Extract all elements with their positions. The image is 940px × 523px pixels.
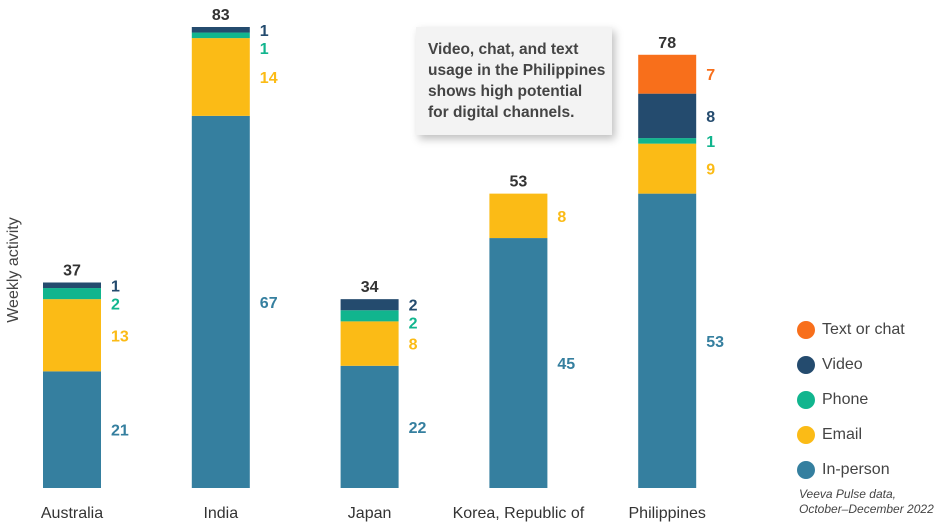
legend-label: Email xyxy=(822,425,863,443)
data-label: 2 xyxy=(409,316,418,333)
bar-segment-phone xyxy=(43,288,101,300)
x-tick-label: India xyxy=(203,505,238,522)
total-label: 53 xyxy=(510,174,528,191)
bar-segment-in-person xyxy=(340,365,399,488)
legend: Text or chat Video Phone Email In-person xyxy=(797,312,905,487)
data-label: 1 xyxy=(260,23,269,40)
bar-segment-email xyxy=(489,193,548,239)
bar-segment-video xyxy=(340,299,399,311)
bar-segment-email xyxy=(638,143,697,194)
data-label: 2 xyxy=(409,298,418,315)
x-tick-label: Philippines xyxy=(629,505,706,522)
annotation-box: Video, chat, and text usage in the Phili… xyxy=(416,27,612,135)
bar-segment-in-person xyxy=(638,193,697,488)
legend-item: Video xyxy=(797,347,905,382)
x-tick-label: Korea, Republic of xyxy=(453,505,585,522)
data-label: 1 xyxy=(706,134,715,151)
legend-item: Phone xyxy=(797,382,905,417)
data-label: 21 xyxy=(111,423,129,440)
legend-item: Text or chat xyxy=(797,312,905,347)
data-label: 14 xyxy=(260,70,278,87)
bar-segment-in-person xyxy=(489,238,548,488)
data-label: 9 xyxy=(706,162,715,179)
total-label: 37 xyxy=(63,262,81,279)
bar-segment-text-or-chat xyxy=(638,54,697,94)
legend-item: In-person xyxy=(797,452,905,487)
data-label: 13 xyxy=(111,328,129,345)
legend-dot-icon xyxy=(797,355,815,374)
x-tick-label: Australia xyxy=(41,505,103,522)
data-label: 1 xyxy=(111,278,120,295)
bar-segment-email xyxy=(340,321,399,366)
data-label: 8 xyxy=(557,209,566,226)
bar-segment-video xyxy=(638,93,697,139)
bar-segment-in-person xyxy=(43,371,101,488)
legend-dot-icon xyxy=(797,320,815,339)
bar-segment-video xyxy=(43,282,101,289)
legend-label: Text or chat xyxy=(822,320,905,338)
bar-segment-in-person xyxy=(191,115,250,489)
data-label: 7 xyxy=(706,67,715,84)
data-label: 8 xyxy=(409,337,418,354)
data-label: 53 xyxy=(706,334,724,351)
data-label: 8 xyxy=(706,109,715,126)
bar-segment-phone xyxy=(340,310,399,322)
bar-segment-phone xyxy=(191,32,250,39)
data-label: 45 xyxy=(557,356,575,373)
legend-label: Video xyxy=(822,355,863,373)
source-note: Veeva Pulse data, October–December 2022 xyxy=(799,487,934,516)
legend-dot-icon xyxy=(797,390,815,409)
legend-label: Phone xyxy=(822,390,869,408)
bar-segment-email xyxy=(191,38,250,116)
x-tick-label: Japan xyxy=(348,505,392,522)
data-label: 2 xyxy=(111,296,120,313)
legend-dot-icon xyxy=(797,460,815,479)
total-label: 83 xyxy=(212,7,230,24)
legend-label: In-person xyxy=(822,460,890,478)
total-label: 34 xyxy=(361,279,379,296)
y-axis-label: Weekly activity xyxy=(5,217,22,323)
bar-segment-video xyxy=(191,27,250,33)
data-label: 22 xyxy=(409,420,427,437)
legend-dot-icon xyxy=(797,425,815,444)
bar-segment-phone xyxy=(638,138,697,144)
total-label: 78 xyxy=(658,35,676,52)
data-label: 67 xyxy=(260,295,278,312)
data-label: 1 xyxy=(260,41,269,58)
legend-item: Email xyxy=(797,417,905,452)
bar-segment-email xyxy=(43,299,101,372)
